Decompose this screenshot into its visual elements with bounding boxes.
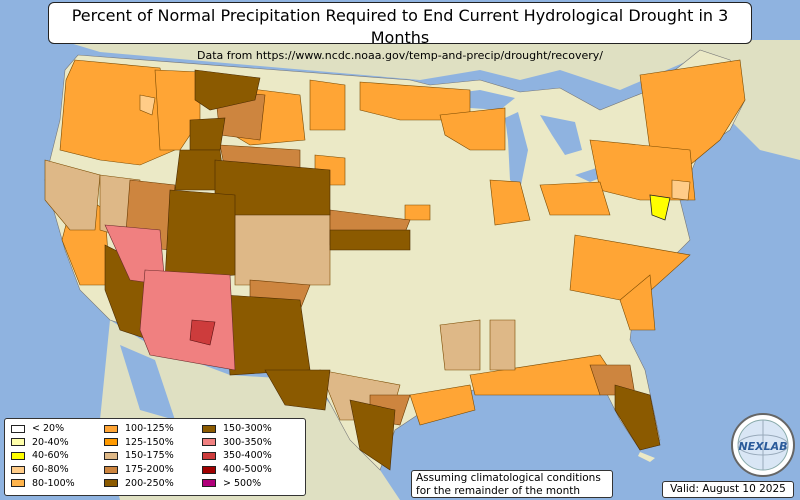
legend-item: 150-300% bbox=[202, 422, 302, 436]
legend-swatch bbox=[11, 438, 25, 447]
lake-michigan bbox=[505, 112, 528, 190]
legend-item: 300-350% bbox=[202, 436, 302, 450]
drought-350-400 bbox=[189, 319, 216, 346]
drought-300-350 bbox=[104, 224, 236, 371]
legend-item: 200-250% bbox=[104, 476, 202, 490]
note-line-1: Assuming climatological conditions bbox=[416, 472, 601, 484]
legend-item: 175-200% bbox=[104, 463, 202, 477]
nexlab-logo: NEXLAB bbox=[731, 413, 795, 477]
legend-label: < 20% bbox=[32, 423, 65, 435]
gulf-california bbox=[120, 345, 175, 420]
legend-label: 125-150% bbox=[125, 436, 174, 448]
legend-swatch bbox=[104, 438, 118, 447]
legend-item: 60-80% bbox=[11, 463, 104, 477]
page-title: Percent of Normal Precipitation Required… bbox=[71, 6, 729, 47]
legend-swatch bbox=[11, 451, 25, 460]
legend-swatch bbox=[104, 451, 118, 460]
title-box: Percent of Normal Precipitation Required… bbox=[48, 2, 752, 62]
legend-item: 150-175% bbox=[104, 449, 202, 463]
drought-40-60 bbox=[649, 194, 671, 221]
lake-huron bbox=[540, 115, 582, 155]
legend-label: 150-300% bbox=[223, 423, 272, 435]
legend-label: > 500% bbox=[223, 477, 262, 489]
legend-item: 100-125% bbox=[104, 422, 202, 436]
legend-item: 40-60% bbox=[11, 449, 104, 463]
legend-label: 80-100% bbox=[32, 477, 75, 489]
legend-item: 350-400% bbox=[202, 449, 302, 463]
valid-date: Valid: August 10 2025 bbox=[662, 481, 794, 498]
svg-text:NEXLAB: NEXLAB bbox=[738, 440, 787, 453]
legend-swatch bbox=[104, 424, 118, 433]
legend-label: 60-80% bbox=[32, 464, 69, 476]
legend-item: < 20% bbox=[11, 422, 104, 436]
legend-item: 125-150% bbox=[104, 436, 202, 450]
legend-swatch bbox=[11, 424, 25, 433]
florida-keys bbox=[638, 452, 655, 462]
legend-label: 100-125% bbox=[125, 423, 174, 435]
legend-label: 350-400% bbox=[223, 450, 272, 462]
legend-swatch bbox=[202, 465, 216, 474]
legend-label: 150-175% bbox=[125, 450, 174, 462]
legend-swatch bbox=[202, 479, 216, 488]
legend-label: 40-60% bbox=[32, 450, 69, 462]
drought-150-175 bbox=[44, 159, 516, 421]
legend-label: 400-500% bbox=[223, 464, 272, 476]
legend-swatch bbox=[202, 424, 216, 433]
legend-swatch bbox=[202, 451, 216, 460]
canada-land bbox=[60, 40, 800, 160]
legend-swatch bbox=[11, 479, 25, 488]
note-line-2: for the remainder of the month bbox=[416, 484, 581, 497]
legend-item: 400-500% bbox=[202, 463, 302, 477]
drought-60-80 bbox=[139, 94, 691, 201]
legend-item: 20-40% bbox=[11, 436, 104, 450]
legend-item: 80-100% bbox=[11, 476, 104, 490]
legend-swatch bbox=[104, 465, 118, 474]
page-subtitle: Data from https://www.ncdc.noaa.gov/temp… bbox=[197, 49, 603, 62]
legend-label: 175-200% bbox=[125, 464, 174, 476]
legend-swatch bbox=[11, 465, 25, 474]
legend-item: > 500% bbox=[202, 476, 302, 490]
legend-swatch bbox=[202, 438, 216, 447]
legend-label: 200-250% bbox=[125, 477, 174, 489]
legend-label: 20-40% bbox=[32, 436, 69, 448]
legend-swatch bbox=[104, 479, 118, 488]
legend: < 20% 100-125% 150-300% 20-40% 125-150% 300-3… bbox=[4, 418, 306, 496]
climatology-note: Assuming climatological conditions for t… bbox=[411, 470, 613, 498]
legend-label: 300-350% bbox=[223, 436, 272, 448]
